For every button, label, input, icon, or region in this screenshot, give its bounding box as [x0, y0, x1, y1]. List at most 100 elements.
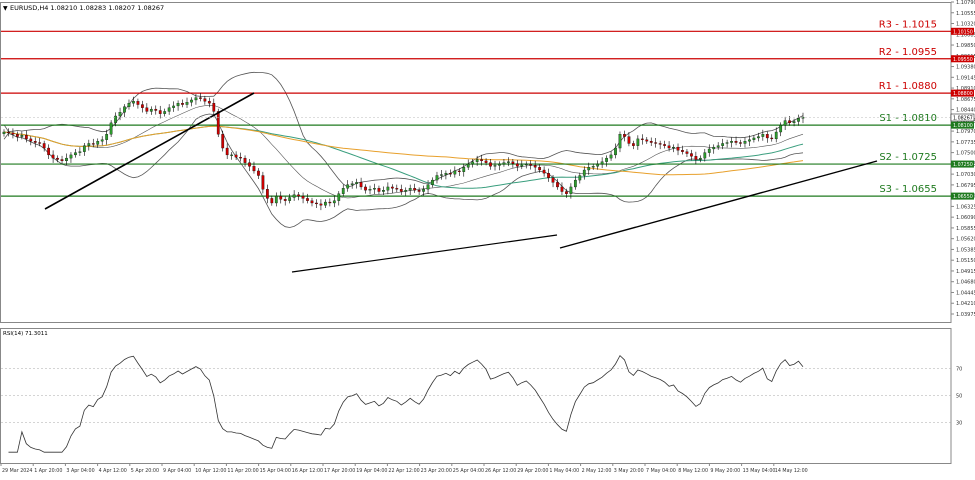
- x-tick-label: 22 Apr 12:00: [388, 468, 419, 474]
- candle-body: [783, 120, 787, 126]
- y-tick-label: 1.10555: [956, 11, 975, 17]
- rsi-level-label: 50: [956, 394, 962, 400]
- candle: [694, 151, 698, 165]
- candle-body: [145, 107, 149, 112]
- candle-body: [498, 163, 501, 166]
- candle: [614, 143, 617, 159]
- candle-body: [431, 179, 434, 185]
- rsi-level-label: 30: [956, 421, 962, 427]
- candle-body: [390, 186, 394, 189]
- candle-body: [38, 142, 42, 144]
- candle: [596, 160, 600, 170]
- candle: [24, 130, 28, 143]
- candle-body: [502, 162, 506, 165]
- candle-body: [257, 170, 260, 176]
- candle-body: [654, 142, 658, 144]
- candle: [172, 101, 175, 112]
- bollinger-middle-band: [3, 104, 804, 199]
- candle-body: [190, 99, 193, 103]
- candle-body: [91, 143, 95, 145]
- candle-body: [279, 195, 283, 200]
- candle: [667, 141, 671, 152]
- candle: [774, 127, 778, 143]
- x-tick-label: 9 May 20:00: [710, 468, 740, 474]
- candle: [332, 196, 336, 208]
- candle: [51, 150, 55, 163]
- level-price-tag-s3: [951, 192, 974, 200]
- trendline-may-uptrend: [559, 160, 878, 249]
- candle: [533, 160, 537, 173]
- candle-body: [475, 159, 479, 162]
- candle-body: [788, 120, 791, 124]
- candle: [395, 184, 399, 192]
- candle-body: [556, 182, 559, 188]
- current-price-tag-text: 1.08267: [953, 116, 973, 122]
- candle: [306, 193, 309, 204]
- candle-body: [618, 134, 622, 149]
- candle-body: [181, 103, 184, 105]
- candle-body: [33, 141, 37, 143]
- candle-body: [761, 134, 765, 137]
- candle: [386, 182, 390, 195]
- level-label-r3: R3 - 1.1015: [879, 19, 937, 30]
- main-panel-frame: [0, 2, 952, 323]
- candle-body: [265, 189, 269, 199]
- candle: [676, 143, 680, 156]
- y-tick-label: 1.05150: [956, 258, 975, 264]
- candle: [578, 172, 582, 184]
- candle-body: [453, 170, 457, 175]
- candle-body: [748, 139, 751, 142]
- x-tick-label: 11 Apr 20:00: [227, 468, 258, 474]
- candle-body: [685, 151, 689, 154]
- candle-body: [435, 175, 439, 181]
- candle-body: [681, 150, 684, 152]
- candle: [524, 161, 528, 169]
- level-label-s1: S1 - 1.0810: [879, 113, 937, 124]
- trendlines: [44, 92, 878, 273]
- candle-body: [547, 173, 550, 178]
- candle: [560, 182, 564, 195]
- candle-body: [207, 101, 211, 104]
- candle-body: [444, 173, 448, 175]
- candle: [257, 168, 260, 179]
- candle-body: [163, 111, 167, 114]
- candle-body: [319, 203, 323, 206]
- candle-body: [243, 157, 247, 163]
- candle: [82, 143, 86, 156]
- candle-body: [239, 157, 242, 159]
- candle-body: [698, 157, 702, 160]
- candle: [359, 177, 363, 190]
- candle: [712, 144, 716, 154]
- candle-body: [395, 188, 399, 190]
- candle: [542, 166, 546, 177]
- candle: [529, 160, 533, 170]
- candle-body: [47, 147, 51, 156]
- trendline-mid-april: [291, 234, 558, 273]
- candle-body: [640, 138, 644, 140]
- candle-body: [105, 134, 109, 140]
- x-tick-label: 16 Apr 12:00: [292, 468, 323, 474]
- candle-body: [283, 199, 287, 201]
- candle: [167, 104, 171, 115]
- y-tick-label: 1.09850: [956, 43, 975, 49]
- candle: [74, 148, 77, 158]
- candle: [105, 129, 109, 145]
- candle-body: [752, 137, 756, 140]
- candle: [190, 97, 193, 107]
- candle: [20, 131, 24, 140]
- candle-body: [511, 161, 515, 164]
- candle-body: [167, 107, 171, 112]
- candle: [243, 155, 247, 167]
- candle-body: [185, 102, 189, 105]
- candle: [770, 134, 774, 142]
- candle: [7, 128, 10, 137]
- candle-body: [582, 169, 586, 176]
- x-tick-label: 17 Apr 20:00: [324, 468, 355, 474]
- candle: [38, 137, 42, 147]
- x-tick-label: 5 Apr 20:00: [131, 468, 159, 474]
- candle-body: [756, 136, 760, 139]
- x-tick-label: 4 Apr 12:00: [99, 468, 127, 474]
- candle-body: [310, 200, 314, 204]
